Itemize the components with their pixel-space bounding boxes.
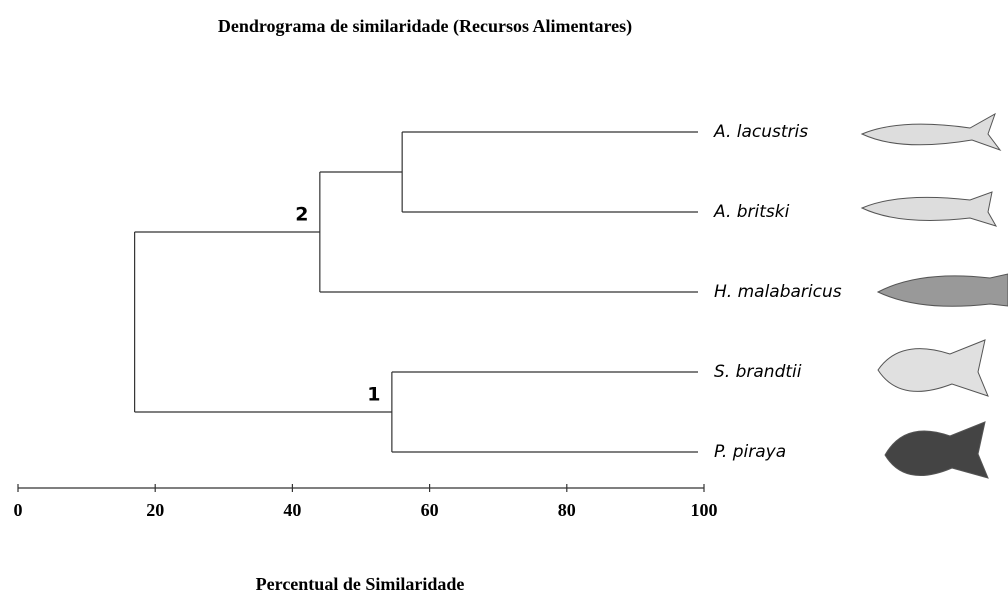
x-tick-label: 60 <box>421 500 439 520</box>
fish-icon <box>878 340 988 396</box>
x-tick-label: 40 <box>283 500 301 520</box>
chart: Dendrograma de similaridade (Recursos Al… <box>0 0 1008 596</box>
fish-icons <box>862 114 1008 478</box>
x-tick-label: 100 <box>691 500 718 520</box>
fish-icon <box>862 114 1000 150</box>
cluster-label: 1 <box>367 384 380 406</box>
fish-icon <box>862 192 996 226</box>
page: Dendrograma de similaridade (Recursos Al… <box>0 0 1008 596</box>
x-tick-label: 80 <box>558 500 576 520</box>
x-tick-label: 0 <box>14 500 23 520</box>
leaf-label: P. piraya <box>714 442 786 462</box>
fish-icon <box>885 422 988 478</box>
leaf-label: A. britski <box>713 202 790 222</box>
x-axis-label: Percentual de Similaridade <box>256 574 465 594</box>
leaf-label: A. lacustris <box>713 122 808 142</box>
fish-icon <box>878 274 1008 306</box>
leaf-label: S. brandtii <box>714 362 802 382</box>
cluster-label: 2 <box>295 204 308 226</box>
x-tick-label: 20 <box>146 500 164 520</box>
chart-title: Dendrograma de similaridade (Recursos Al… <box>218 16 632 37</box>
leaf-label: H. malabaricus <box>714 282 842 302</box>
